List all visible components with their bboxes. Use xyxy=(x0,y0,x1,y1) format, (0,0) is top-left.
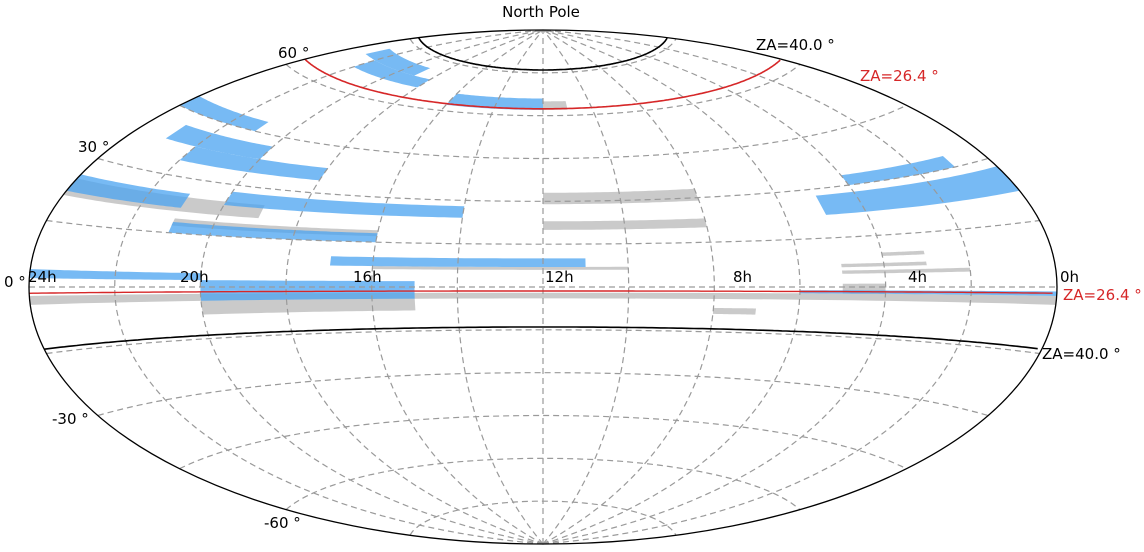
gray-coverage-band xyxy=(372,266,629,270)
blue-coverage-band xyxy=(365,48,431,76)
dec-label-minus60: -60 ° xyxy=(264,514,301,532)
blue-coverage-band xyxy=(223,191,465,218)
blue-coverage-band xyxy=(165,124,273,160)
za-label-south-40: ZA=40.0 ° xyxy=(1042,345,1121,363)
dec-label-30: 30 ° xyxy=(78,138,109,156)
za-label-south-26: ZA=26.4 ° xyxy=(1063,286,1142,304)
za-south-40-line xyxy=(44,326,1038,350)
map-title: North Pole xyxy=(502,3,580,21)
map-outline xyxy=(28,29,1058,545)
parallel-line xyxy=(46,329,1040,355)
dec-label-0: 0 ° xyxy=(4,273,26,291)
ra-label-12h: 12h xyxy=(545,268,574,286)
gray-coverage-band xyxy=(543,218,708,230)
ra-label-20h: 20h xyxy=(180,268,209,286)
ra-label-16h: 16h xyxy=(353,268,382,286)
meridian-line xyxy=(542,29,630,545)
blue-coverage-band xyxy=(200,280,415,291)
parallel-line xyxy=(97,372,989,417)
dec-label-60: 60 ° xyxy=(278,44,309,62)
meridian-line xyxy=(542,29,715,545)
gray-coverage-band xyxy=(712,307,756,315)
meridian-line xyxy=(542,29,972,545)
blue-coverage-band xyxy=(200,289,415,301)
ra-label-8h: 8h xyxy=(733,268,752,286)
parallel-line xyxy=(46,219,1040,245)
blue-coverage-band xyxy=(66,174,191,208)
ra-label-4h: 4h xyxy=(908,268,927,286)
parallel-line xyxy=(97,157,989,202)
za-south-26-line xyxy=(29,290,1053,294)
parallel-line xyxy=(409,500,677,536)
za-north-26-line xyxy=(304,58,781,110)
parallel-line xyxy=(409,38,677,74)
gray-coverage-band xyxy=(842,267,971,274)
graticule xyxy=(29,29,1057,545)
za-north-40-line xyxy=(417,37,668,71)
za-label-north-26: ZA=26.4 ° xyxy=(860,67,939,85)
blue-coverage-layer xyxy=(29,48,1057,301)
dec-label-minus30: -30 ° xyxy=(52,410,89,428)
parallel-line xyxy=(179,414,907,470)
blue-coverage-band xyxy=(168,222,378,243)
ra-label-24h: 24h xyxy=(28,268,57,286)
ra-label-0h: 0h xyxy=(1060,268,1079,286)
gray-coverage-band xyxy=(543,188,699,205)
parallel-line xyxy=(285,457,801,511)
za-label-north-40: ZA=40.0 ° xyxy=(756,36,835,54)
blue-coverage-band xyxy=(179,146,328,181)
gray-coverage-band xyxy=(543,101,568,110)
blue-coverage-band xyxy=(840,156,956,186)
parallel-line xyxy=(285,63,801,117)
blue-coverage-band xyxy=(815,166,1020,215)
zenith-angle-lines xyxy=(29,37,1053,350)
parallel-line xyxy=(179,104,907,160)
blue-coverage-band xyxy=(179,96,269,132)
gray-coverage-band xyxy=(201,298,416,315)
gray-coverage-band xyxy=(881,250,925,256)
